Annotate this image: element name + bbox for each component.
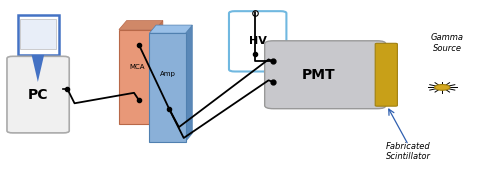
Polygon shape bbox=[31, 55, 44, 82]
Text: Fabricated
Scintillator: Fabricated Scintillator bbox=[386, 142, 431, 161]
FancyBboxPatch shape bbox=[375, 43, 397, 106]
FancyBboxPatch shape bbox=[7, 56, 69, 133]
Text: Amp: Amp bbox=[160, 71, 175, 77]
Text: Gamma
Source: Gamma Source bbox=[431, 33, 464, 53]
FancyBboxPatch shape bbox=[17, 15, 59, 55]
Text: HV: HV bbox=[249, 36, 267, 46]
FancyBboxPatch shape bbox=[229, 11, 287, 72]
Polygon shape bbox=[155, 21, 163, 124]
Polygon shape bbox=[150, 25, 192, 33]
Polygon shape bbox=[119, 21, 163, 30]
Text: MCA: MCA bbox=[129, 64, 145, 70]
Text: PC: PC bbox=[28, 88, 48, 102]
FancyBboxPatch shape bbox=[265, 41, 386, 109]
FancyBboxPatch shape bbox=[150, 33, 185, 142]
FancyBboxPatch shape bbox=[119, 30, 155, 124]
Polygon shape bbox=[185, 25, 192, 142]
FancyBboxPatch shape bbox=[20, 19, 56, 50]
Circle shape bbox=[435, 84, 450, 90]
Text: PMT: PMT bbox=[302, 68, 336, 82]
